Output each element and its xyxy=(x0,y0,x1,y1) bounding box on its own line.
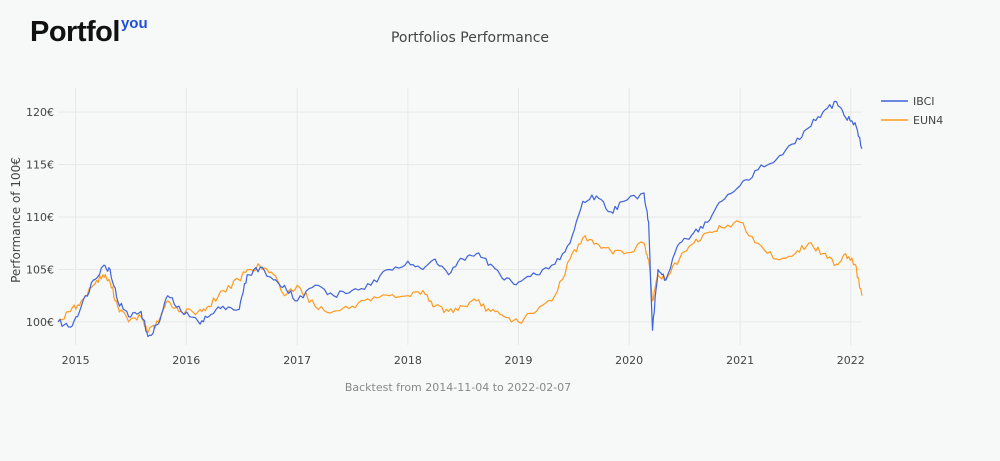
brand-logo[interactable]: Portfolyou xyxy=(30,15,148,48)
y-axis-label: Performance of 100€ xyxy=(9,157,23,283)
legend[interactable]: IBCI EUN4 xyxy=(881,95,943,127)
x-tick-label: 2020 xyxy=(615,354,643,367)
y-tick-label: 115€ xyxy=(26,159,54,172)
x-axis-ticks: 2015 2016 2017 2018 2019 2020 2021 2022 xyxy=(62,354,865,367)
x-tick-label: 2019 xyxy=(505,354,533,367)
y-tick-label: 110€ xyxy=(26,211,54,224)
series-line-ibci xyxy=(57,100,863,338)
grid-lines xyxy=(58,88,862,345)
series-line-eun4 xyxy=(57,220,863,333)
logo-wordmark: Portfol xyxy=(30,16,120,48)
y-tick-label: 120€ xyxy=(26,106,54,119)
x-tick-label: 2016 xyxy=(172,354,200,367)
logo-superscript: you xyxy=(120,15,148,32)
legend-item-eun4[interactable]: EUN4 xyxy=(881,114,943,127)
y-tick-label: 105€ xyxy=(26,263,54,276)
y-tick-label: 100€ xyxy=(26,316,54,329)
legend-label: IBCI xyxy=(913,95,935,108)
x-tick-label: 2022 xyxy=(837,354,865,367)
y-axis-ticks: 100€ 105€ 110€ 115€ 120€ xyxy=(26,106,54,329)
chart-title: Portfolios Performance xyxy=(391,30,549,46)
x-tick-label: 2021 xyxy=(726,354,754,367)
legend-label: EUN4 xyxy=(913,114,943,127)
plot-series xyxy=(57,100,863,338)
x-tick-label: 2017 xyxy=(283,354,311,367)
legend-item-ibci[interactable]: IBCI xyxy=(881,95,935,108)
x-tick-label: 2015 xyxy=(62,354,90,367)
chart-subtitle: Backtest from 2014-11-04 to 2022-02-07 xyxy=(345,381,571,394)
x-tick-label: 2018 xyxy=(394,354,422,367)
